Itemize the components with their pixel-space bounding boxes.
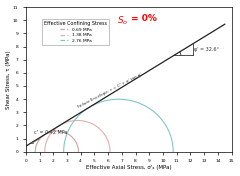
X-axis label: Effective Axial Stress, σ'ₐ (MPa): Effective Axial Stress, σ'ₐ (MPa) bbox=[86, 165, 172, 170]
Legend: 0.69 MPa, 1.38 MPa, 2.76 MPa: 0.69 MPa, 1.38 MPa, 2.76 MPa bbox=[42, 19, 109, 45]
Y-axis label: Shear Stress, τ (MPa): Shear Stress, τ (MPa) bbox=[6, 50, 11, 109]
Text: c' = 0.42 MPa: c' = 0.42 MPa bbox=[31, 130, 67, 143]
Text: = 0%: = 0% bbox=[131, 14, 157, 23]
Text: $S_o$: $S_o$ bbox=[117, 14, 129, 27]
Text: Failure Envelope: τ = C' + σ' tan φ': Failure Envelope: τ = C' + σ' tan φ' bbox=[77, 73, 143, 109]
Text: φ' = 32.6°: φ' = 32.6° bbox=[194, 47, 219, 52]
